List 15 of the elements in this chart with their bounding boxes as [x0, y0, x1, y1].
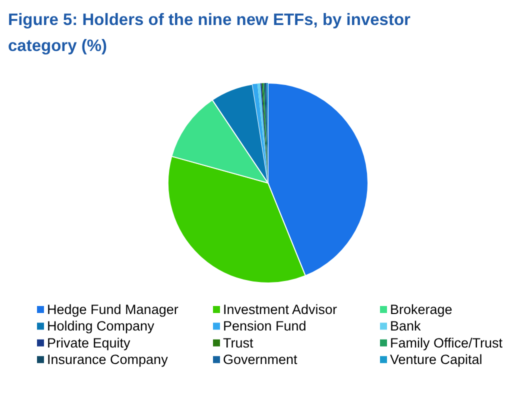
legend-label: Pension Fund: [223, 318, 306, 334]
pie-slice: [257, 83, 268, 183]
legend-label: Government: [223, 352, 298, 368]
legend-label: Holding Company: [47, 318, 155, 334]
legend-label: Bank: [390, 318, 422, 334]
legend-label: Insurance Company: [47, 352, 168, 368]
legend-label: Private Equity: [47, 335, 131, 350]
legend-label: Trust: [223, 335, 254, 350]
legend-label: Brokerage: [390, 302, 452, 317]
pie-slice: [252, 84, 268, 183]
legend-label: Hedge Fund Manager: [47, 302, 179, 317]
legend-label: Investment Advisor: [223, 302, 338, 317]
legend-label: Venture Capital: [390, 352, 482, 368]
chart-title: Figure 5: Holders of the nine new ETFs, by investor category (%): [8, 11, 412, 55]
legend-label: Family Office/Trust: [390, 335, 503, 350]
